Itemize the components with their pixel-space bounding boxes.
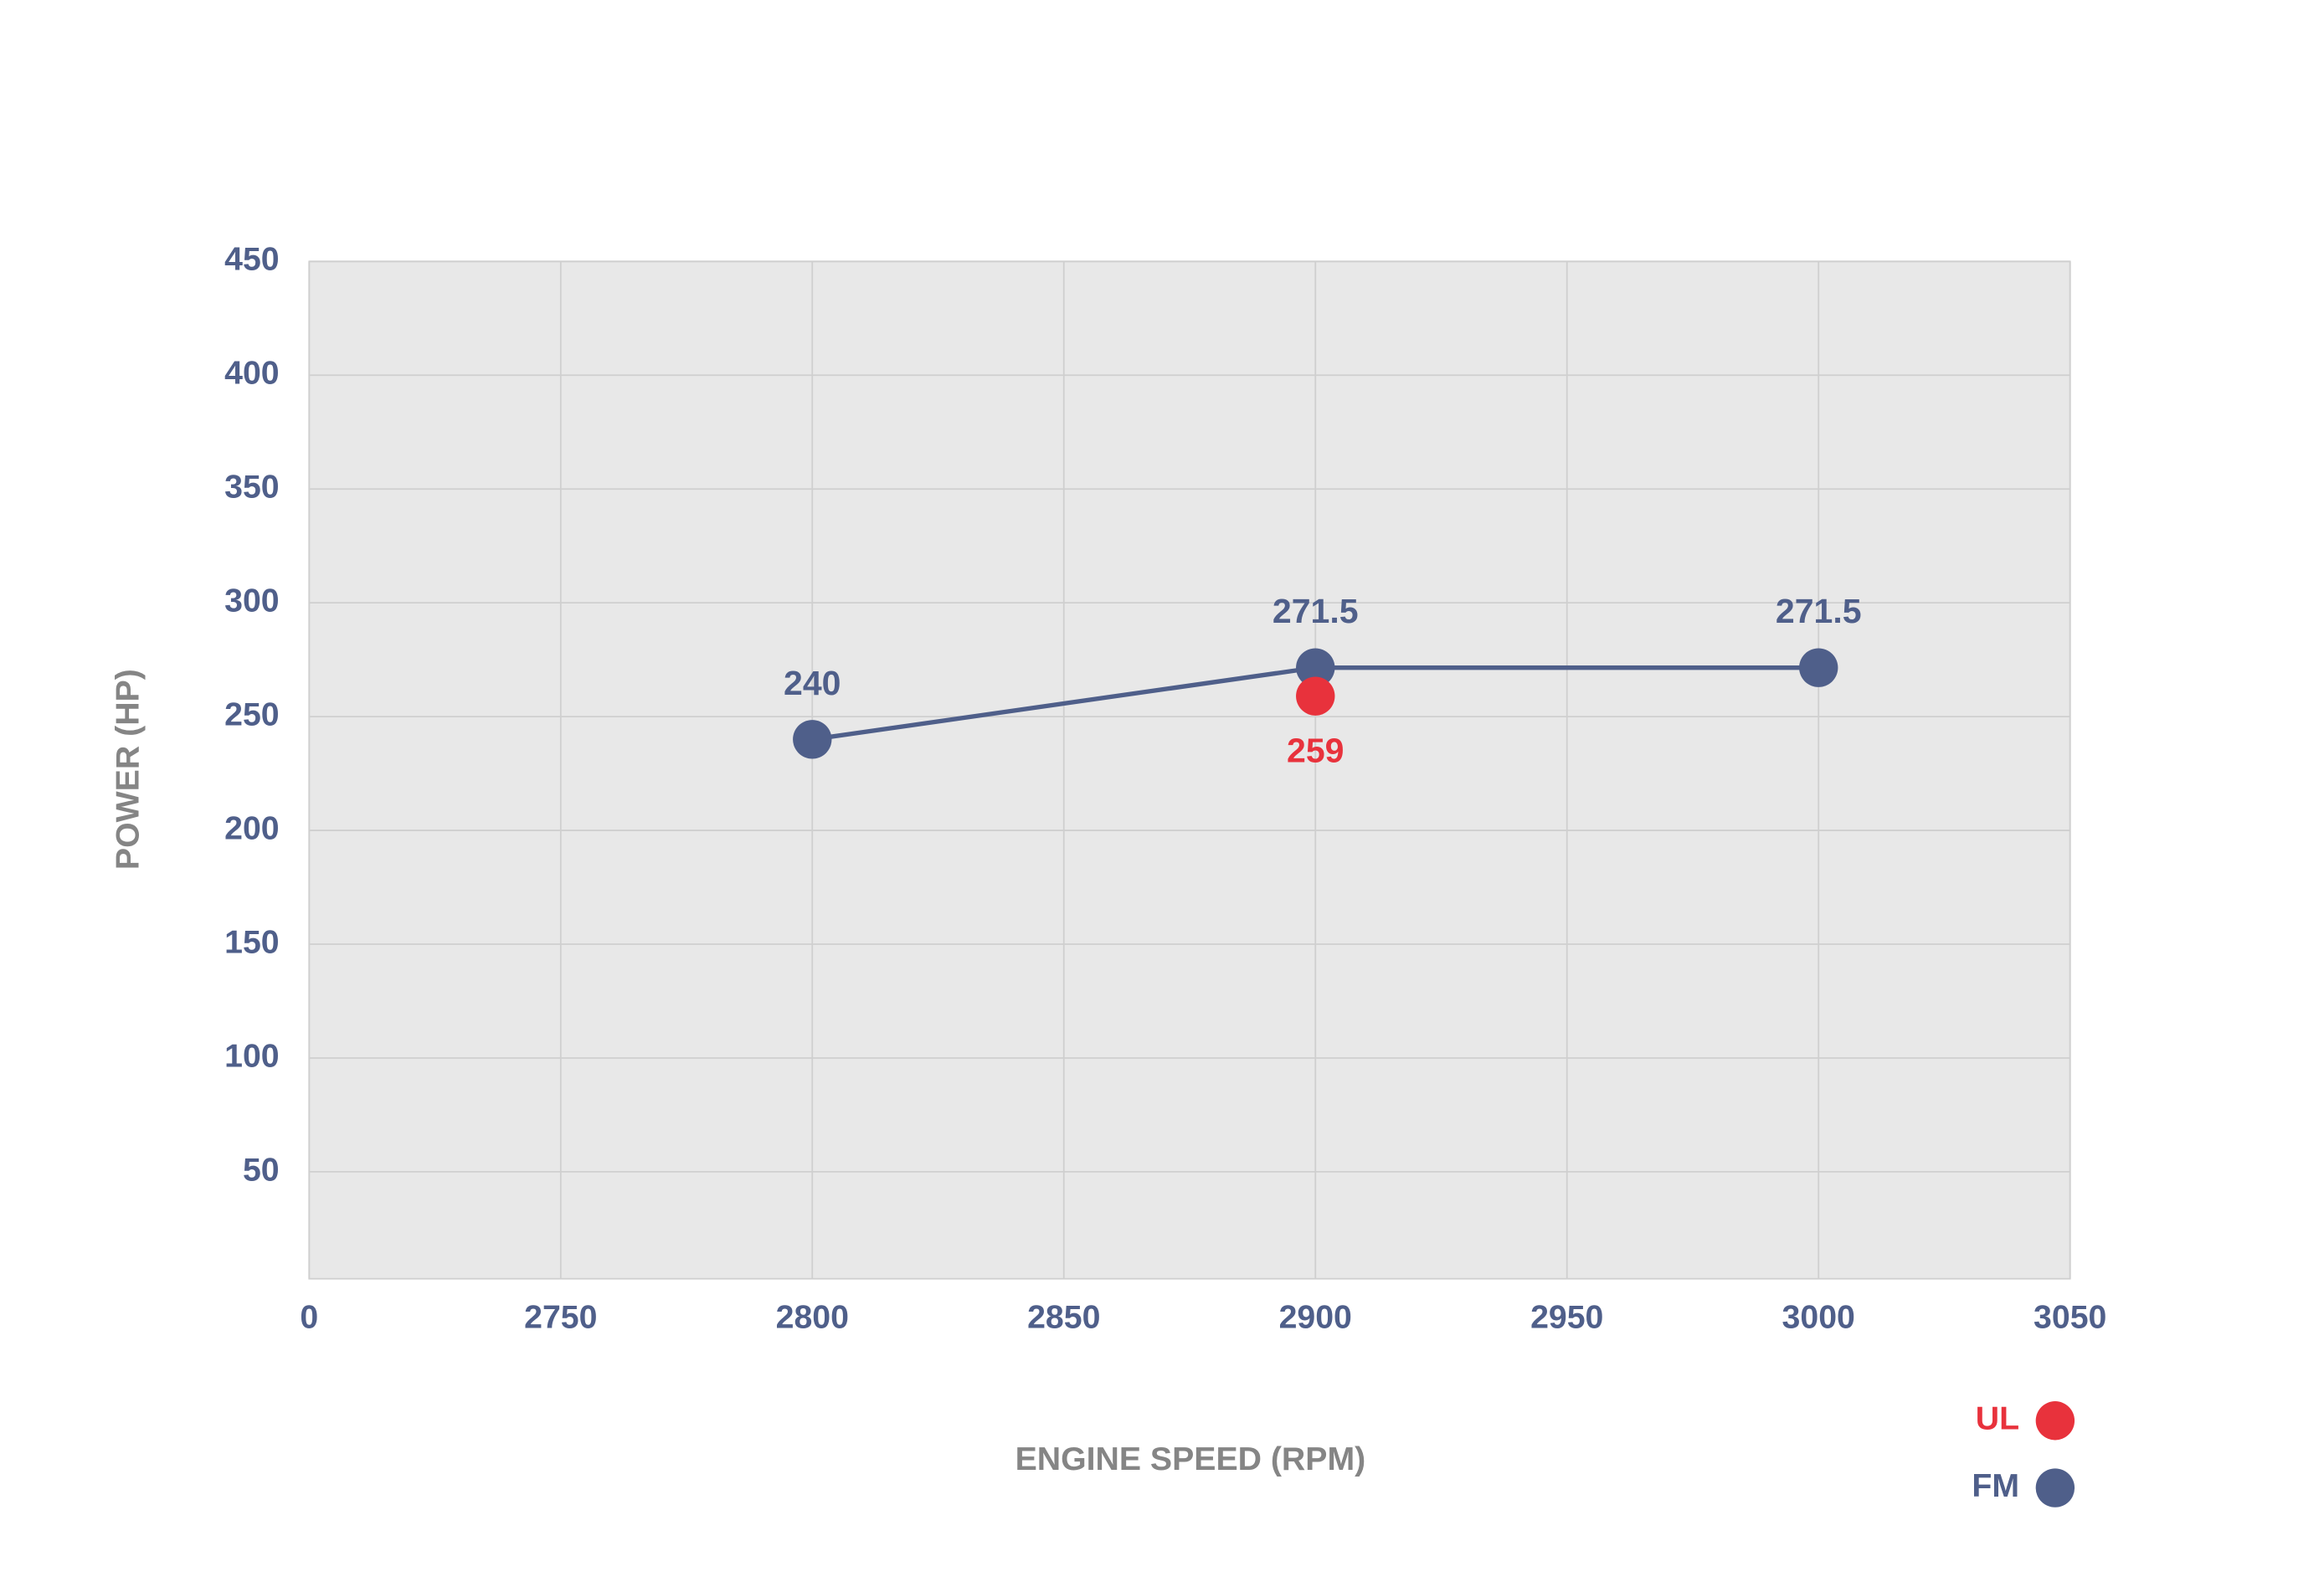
marker: [1296, 648, 1335, 687]
y-tick-label: 400: [224, 355, 279, 392]
y-tick-label: 300: [224, 583, 279, 619]
x-axis-title: ENGINE SPEED (RPM): [1015, 1441, 1366, 1477]
data-label: 271.5: [1273, 592, 1359, 630]
legend-label: FM: [1972, 1467, 2019, 1504]
y-tick-label: 350: [224, 469, 279, 506]
y-axis-title: POWER (HP): [110, 669, 147, 870]
legend-marker: [2035, 1468, 2075, 1508]
plot-area: [308, 260, 2071, 1280]
x-tick-label: 2850: [1027, 1298, 1100, 1335]
marker: [1296, 676, 1335, 716]
marker: [793, 720, 832, 759]
y-tick-label: 450: [224, 241, 279, 278]
x-tick-label: 2800: [776, 1298, 849, 1335]
marker: [1799, 648, 1838, 687]
legend-label: UL: [1976, 1400, 2019, 1437]
y-tick-label: 50: [243, 1151, 280, 1188]
x-tick-label: 3050: [2034, 1298, 2106, 1335]
y-tick-label: 150: [224, 923, 279, 960]
data-label: 240: [784, 664, 841, 702]
data-label: 271.5: [1776, 592, 1862, 630]
data-label: 259: [1287, 731, 1344, 769]
x-tick-label: 2900: [1279, 1298, 1352, 1335]
x-tick-label: 3000: [1782, 1298, 1855, 1335]
x-tick-label: 0: [300, 1298, 318, 1335]
y-tick-label: 200: [224, 809, 279, 846]
x-tick-label: 2950: [1530, 1298, 1603, 1335]
y-tick-label: 250: [224, 696, 279, 732]
x-tick-label: 2750: [524, 1298, 597, 1335]
legend-marker: [2035, 1401, 2075, 1441]
y-tick-label: 100: [224, 1037, 279, 1074]
